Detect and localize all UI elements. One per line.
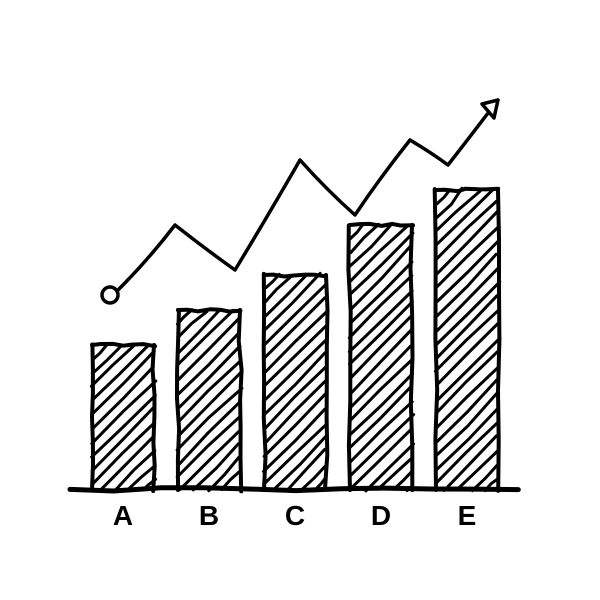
sketch-bar-chart: A B C D E (0, 0, 600, 600)
bar-label-b: B (199, 500, 219, 531)
bar-c (263, 273, 327, 491)
bar-e (435, 188, 500, 491)
bar-b (177, 309, 242, 491)
trendline (118, 100, 498, 290)
bar-d (348, 224, 413, 491)
bar-a (91, 344, 155, 491)
bar-label-e: E (458, 500, 477, 531)
bar-label-a: A (113, 500, 133, 531)
trendline-start-dot (102, 287, 118, 303)
bar-label-c: C (285, 500, 305, 531)
bar-label-d: D (371, 500, 391, 531)
baseline (70, 488, 518, 491)
